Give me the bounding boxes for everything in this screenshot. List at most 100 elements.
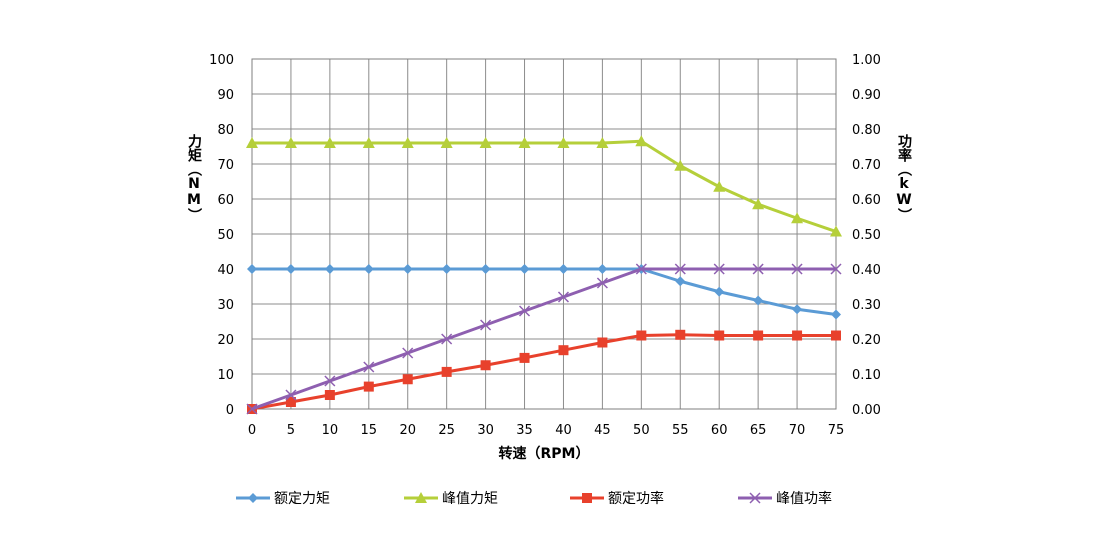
data-point: [246, 403, 258, 415]
marker-stroke: [441, 333, 453, 345]
right-axis-ticks: 0.00 0.10 0.20 0.30 0.40 0.50 0.60 0.70 0.80 0.90…: [852, 53, 881, 418]
axis-titles: 转速（RPM） 力矩（NM） 功率（kW）: [186, 133, 913, 462]
legend-label: 额定功率: [608, 490, 664, 507]
series-line: [251, 333, 836, 411]
data-point: [480, 319, 492, 331]
data-point: [441, 264, 452, 274]
x-tick-label: 20: [399, 423, 416, 438]
data-point: [674, 263, 686, 275]
x-tick-label: 40: [555, 423, 572, 438]
marker-stroke: [752, 263, 764, 275]
left-tick-label: 70: [217, 158, 234, 173]
data-point: [362, 137, 375, 148]
data-point: [402, 374, 413, 385]
x-tick-label: 75: [828, 423, 845, 438]
marker-stroke: [830, 263, 842, 275]
data-point: [791, 263, 803, 275]
data-point: [831, 309, 841, 320]
right-tick-label: 0.00: [852, 403, 881, 418]
legend-marker: [582, 493, 592, 503]
data-point: [558, 264, 569, 274]
right-tick-label: 0.40: [852, 263, 881, 278]
x-tick-label: 55: [672, 423, 689, 438]
left-tick-label: 90: [217, 88, 234, 103]
data-point: [831, 330, 841, 341]
data-point: [713, 263, 725, 275]
legend: 额定力矩 峰值力矩 额定功率 峰值功率: [236, 490, 832, 507]
data-point: [324, 390, 335, 400]
x-tick-label: 15: [361, 423, 378, 438]
data-point: [596, 137, 609, 148]
data-point: [557, 291, 569, 303]
right-tick-label: 0.90: [852, 88, 881, 103]
legend-item: 额定功率: [570, 490, 664, 507]
series-line: [252, 139, 837, 233]
data-point: [401, 137, 414, 148]
data-point: [597, 264, 608, 274]
data-point: [479, 137, 492, 148]
series-1: [247, 264, 841, 320]
data-point: [363, 381, 374, 392]
marker-stroke: [596, 277, 608, 289]
data-point: [363, 361, 375, 373]
x-tick-label: 35: [516, 423, 533, 438]
legend-marker: [749, 492, 761, 504]
data-point: [402, 264, 413, 274]
marker-stroke: [402, 347, 414, 359]
marker-stroke: [246, 403, 258, 415]
data-point: [752, 263, 764, 275]
legend-marker: [415, 492, 427, 503]
left-tick-label: 40: [217, 263, 234, 278]
data-point: [791, 212, 804, 224]
left-tick-label: 60: [217, 193, 234, 208]
left-tick-label: 100: [209, 53, 234, 68]
series-2: [246, 135, 842, 237]
marker-stroke: [557, 291, 569, 303]
data-point: [752, 198, 765, 210]
marker-stroke: [285, 389, 297, 401]
marker-stroke: [749, 492, 761, 504]
series-line: [251, 267, 836, 411]
legend-item: 峰值力矩: [404, 491, 498, 507]
marker-stroke: [519, 305, 531, 317]
left-tick-label: 20: [217, 333, 234, 348]
data-point: [285, 397, 296, 407]
right-tick-label: 0.70: [852, 158, 881, 173]
data-point: [674, 159, 687, 171]
legend-label: 额定力矩: [274, 491, 330, 507]
data-point: [247, 264, 257, 274]
left-tick-label: 80: [217, 123, 234, 138]
series-4: [246, 263, 842, 415]
data-point: [519, 352, 530, 363]
data-point: [675, 329, 686, 340]
marker-stroke: [480, 319, 492, 331]
right-tick-label: 1.00: [852, 53, 881, 68]
data-point: [675, 276, 686, 287]
data-point: [753, 330, 764, 341]
data-point: [285, 264, 296, 274]
x-tick-label: 45: [594, 423, 611, 438]
legend-item: 额定力矩: [236, 491, 330, 507]
left-tick-label: 50: [217, 228, 234, 243]
right-tick-label: 0.30: [852, 298, 881, 313]
data-point: [402, 347, 414, 359]
data-point: [713, 180, 726, 192]
x-axis-ticks: 0 5 10 15 20 25 30 35 40 45 50 55 60 65 70 75: [248, 423, 844, 438]
x-tick-label: 60: [711, 423, 728, 438]
data-point: [557, 137, 570, 148]
x-tick-label: 25: [438, 423, 455, 438]
left-axis-ticks: 0 10 20 30 40 50 60 70 80 90 100: [209, 53, 234, 418]
x-tick-label: 0: [248, 423, 256, 438]
data-point: [792, 304, 803, 315]
marker-stroke: [791, 263, 803, 275]
data-point: [284, 137, 297, 148]
data-point: [440, 137, 453, 148]
data-point: [519, 305, 531, 317]
x-tick-label: 50: [633, 423, 650, 438]
right-tick-label: 0.50: [852, 228, 881, 243]
left-tick-label: 0: [226, 403, 234, 418]
left-axis-title: 力矩（NM）: [186, 133, 203, 222]
data-point: [830, 225, 842, 237]
series-3: [247, 329, 841, 414]
data-point: [441, 366, 452, 377]
